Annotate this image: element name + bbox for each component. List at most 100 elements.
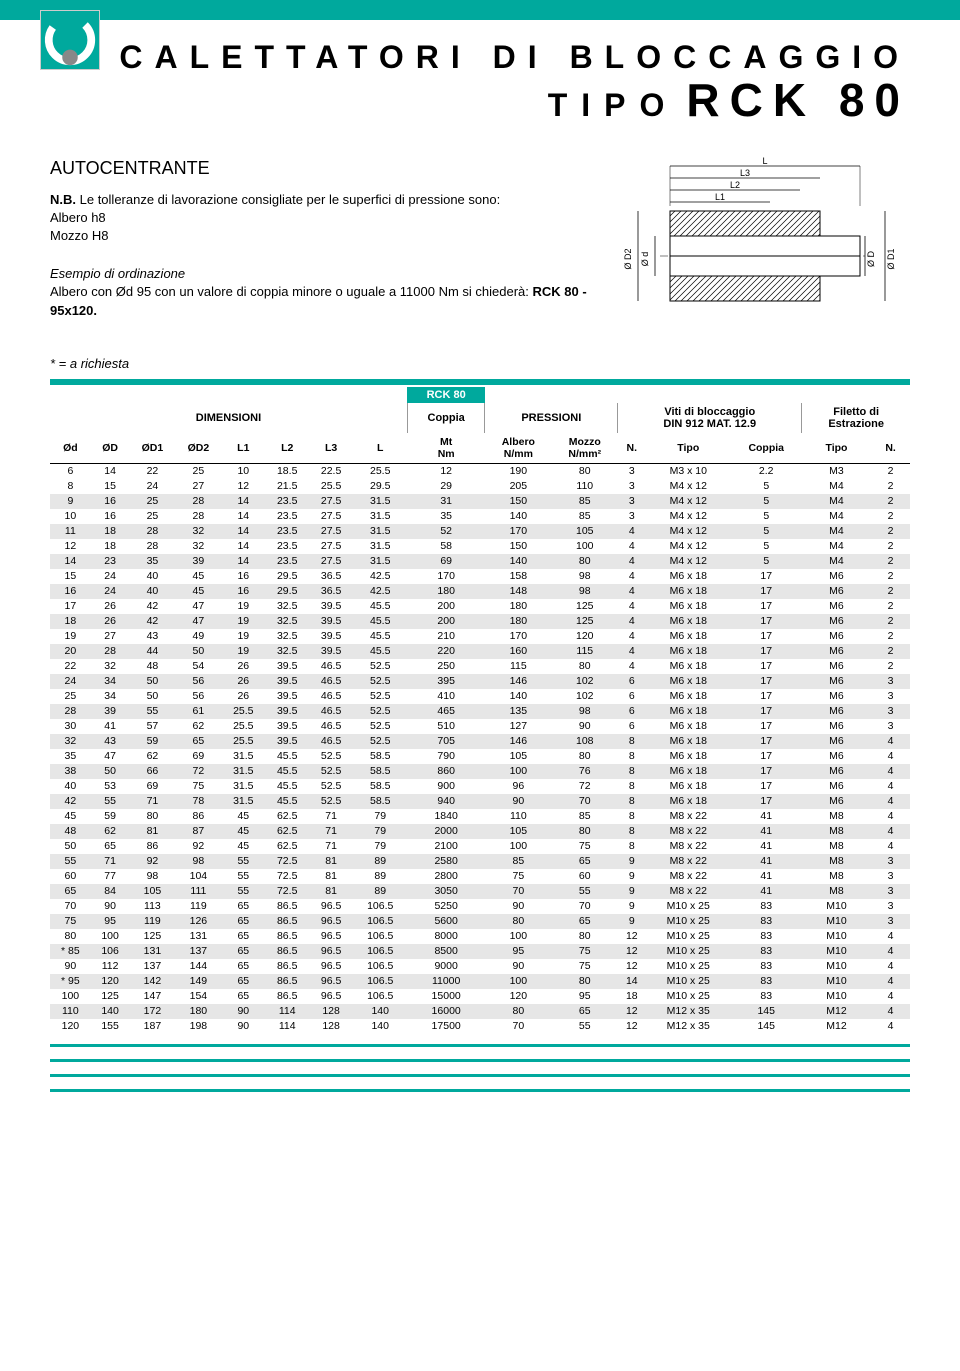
table-cell: M8 [802, 809, 871, 824]
table-cell: 18 [618, 989, 646, 1004]
table-cell: 90 [485, 794, 552, 809]
table-cell: 4 [618, 629, 646, 644]
col-header: Tipo [646, 433, 731, 464]
table-cell: 95 [485, 944, 552, 959]
table-cell: 47 [175, 599, 221, 614]
table-cell: 41 [731, 839, 802, 854]
table-cell: 55 [50, 854, 91, 869]
table-cell: 395 [407, 674, 484, 689]
table-cell: 27.5 [309, 509, 353, 524]
table-cell: 90 [91, 899, 130, 914]
table-cell: 42 [129, 614, 175, 629]
table-cell: 41 [731, 824, 802, 839]
table-cell: M8 [802, 839, 871, 854]
table-cell: 12 [618, 959, 646, 974]
table-row: 901121371446586.596.5106.59000907512M10 … [50, 959, 910, 974]
table-cell: 28 [91, 644, 130, 659]
table-cell: 65 [221, 929, 265, 944]
table-cell: 45 [221, 809, 265, 824]
table-row: 182642471932.539.545.52001801254M6 x 181… [50, 614, 910, 629]
table-cell: 84 [91, 884, 130, 899]
table-row: 2839556125.539.546.552.5465135986M6 x 18… [50, 704, 910, 719]
table-cell: 52.5 [353, 704, 407, 719]
table-cell: 86.5 [265, 944, 309, 959]
table-cell: 80 [552, 659, 618, 674]
table-cell: 114 [265, 1004, 309, 1019]
table-cell: 52.5 [353, 659, 407, 674]
table-cell: 60 [552, 869, 618, 884]
table-cell: 6 [618, 719, 646, 734]
table-cell: 98 [129, 869, 175, 884]
table-cell: 65 [552, 914, 618, 929]
table-cell: 16 [91, 494, 130, 509]
table-cell: 8 [618, 764, 646, 779]
table-cell: 150 [485, 539, 552, 554]
table-cell: 14 [221, 494, 265, 509]
table-cell: M8 x 22 [646, 824, 731, 839]
col-header: MozzoN/mm² [552, 433, 618, 464]
table-cell: M10 x 25 [646, 959, 731, 974]
table-cell: 140 [485, 554, 552, 569]
dim-L3: L3 [740, 168, 750, 178]
table-cell: 19 [221, 629, 265, 644]
table-cell: M10 [802, 959, 871, 974]
table-cell: 15000 [407, 989, 484, 1004]
table-cell: 55 [221, 854, 265, 869]
table-cell: 15 [91, 479, 130, 494]
table-cell: 160 [485, 644, 552, 659]
table-cell: 12 [618, 1004, 646, 1019]
table-cell: 2 [871, 509, 910, 524]
data-table-wrap: RCK 80 DIMENSIONI Coppia PRESSIONI Viti … [50, 387, 910, 1034]
table-cell: 2580 [407, 854, 484, 869]
table-cell: 41 [731, 884, 802, 899]
table-cell: M6 x 18 [646, 719, 731, 734]
table-cell: 31.5 [221, 779, 265, 794]
table-cell: 29.5 [265, 584, 309, 599]
table-cell: 80 [552, 824, 618, 839]
table-cell: M8 x 22 [646, 884, 731, 899]
table-cell: 34 [91, 689, 130, 704]
table-cell: 17 [731, 719, 802, 734]
table-cell: 100 [91, 929, 130, 944]
table-cell: 65 [50, 884, 91, 899]
table-cell: 25 [129, 509, 175, 524]
table-cell: 4 [618, 539, 646, 554]
table-cell: 32.5 [265, 644, 309, 659]
table-cell: 106.5 [353, 929, 407, 944]
table-cell: 95 [91, 914, 130, 929]
col-header: Coppia [731, 433, 802, 464]
table-cell: 9000 [407, 959, 484, 974]
table-cell: 2100 [407, 839, 484, 854]
table-cell: 96.5 [309, 914, 353, 929]
table-cell: 6 [618, 689, 646, 704]
table-cell: 71 [309, 809, 353, 824]
table-cell: 140 [353, 1004, 407, 1019]
table-cell: 1840 [407, 809, 484, 824]
table-cell: 23.5 [265, 554, 309, 569]
footer-bar-1 [50, 1044, 910, 1047]
table-cell: 52.5 [353, 719, 407, 734]
table-cell: 105 [552, 524, 618, 539]
table-cell: 17500 [407, 1019, 484, 1034]
table-cell: M6 [802, 599, 871, 614]
table-cell: 23.5 [265, 539, 309, 554]
table-cell: 39.5 [265, 704, 309, 719]
table-cell: 43 [129, 629, 175, 644]
table-cell: 85 [552, 809, 618, 824]
table-cell: 17 [731, 644, 802, 659]
table-cell: 46.5 [309, 674, 353, 689]
table-cell: 70 [485, 884, 552, 899]
table-cell: M4 [802, 524, 871, 539]
table-cell: 52.5 [353, 674, 407, 689]
table-cell: M6 [802, 794, 871, 809]
table-cell: 17 [731, 704, 802, 719]
table-cell: 9 [618, 854, 646, 869]
table-row: * 851061311376586.596.5106.58500957512M1… [50, 944, 910, 959]
table-cell: 86.5 [265, 959, 309, 974]
table-cell: 23 [91, 554, 130, 569]
table-cell: M3 x 10 [646, 463, 731, 479]
table-row: 253450562639.546.552.54101401026M6 x 181… [50, 689, 910, 704]
table-cell: M8 x 22 [646, 869, 731, 884]
table-cell: 4 [618, 644, 646, 659]
table-row: 1101401721809011412814016000806512M12 x … [50, 1004, 910, 1019]
